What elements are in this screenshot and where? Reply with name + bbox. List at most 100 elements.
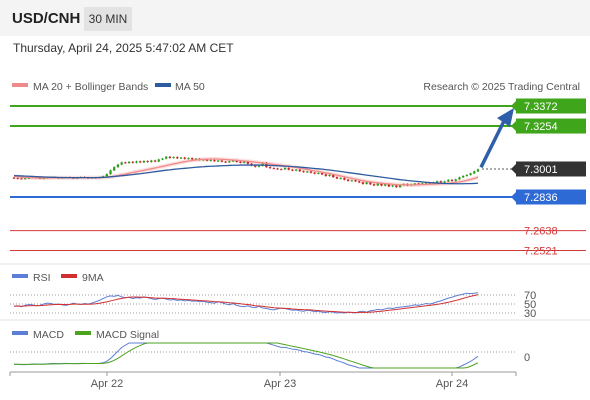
candle-body <box>287 167 290 170</box>
rsi-tick-70: 70 <box>524 290 536 302</box>
rsi-ma-line <box>13 294 479 314</box>
level-label-7.2836: 7.2836 <box>524 192 558 204</box>
candle-body <box>150 160 153 163</box>
level-label-7.3372: 7.3372 <box>524 101 558 113</box>
candle-body <box>42 178 45 180</box>
x-tick-label: Apr 22 <box>91 378 123 390</box>
legend-rsi-label: RSI <box>33 272 51 284</box>
candle-body <box>294 169 298 171</box>
candle-body <box>139 161 142 163</box>
candle-body <box>369 182 372 185</box>
candle-body <box>124 162 127 164</box>
candle-body <box>413 183 417 185</box>
candle-body <box>454 179 457 181</box>
candle-body <box>280 169 283 171</box>
level-tag-pointer <box>511 163 516 174</box>
candle-body <box>202 159 205 161</box>
candle-body <box>384 184 387 186</box>
candle-body <box>105 174 108 177</box>
level-label-7.3001: 7.3001 <box>524 164 558 176</box>
candle-body <box>23 178 27 180</box>
price-levels: 7.3372 7.3254 7.3001 7.2836 7.2638 7.2521 <box>10 98 586 257</box>
candle-body <box>127 161 131 164</box>
candle-body <box>358 181 361 183</box>
candle-body <box>380 183 383 186</box>
x-axis: Apr 22 Apr 23 Apr 24 <box>9 372 517 390</box>
candle-body <box>320 173 324 175</box>
candle-body <box>421 183 424 185</box>
candle-body <box>20 178 23 180</box>
candle-body <box>161 158 164 160</box>
candle-body <box>213 160 216 162</box>
candle-body <box>324 174 327 176</box>
candle-body <box>476 169 480 172</box>
macd-signal-line <box>13 342 479 369</box>
candle-body <box>131 161 134 163</box>
candle-body <box>179 157 183 159</box>
candle-body <box>332 174 335 178</box>
candle-body <box>473 171 476 174</box>
rsi-tick-30: 30 <box>524 308 536 320</box>
timeframe-button[interactable]: 30 MIN <box>84 7 132 31</box>
candle-body <box>398 185 402 188</box>
candle-body <box>302 171 305 173</box>
candle-body <box>191 158 194 160</box>
candle-body <box>465 174 469 176</box>
candle-body <box>268 167 272 169</box>
candle-body <box>372 184 376 186</box>
x-tick-label: Apr 23 <box>264 378 296 390</box>
candle-body <box>328 174 331 176</box>
bollinger-band-area <box>14 156 478 187</box>
candle-body <box>172 157 175 159</box>
forecast-arrow-shaft <box>479 120 506 169</box>
candle-body <box>469 173 472 175</box>
candle-body <box>443 181 446 183</box>
candle-body <box>254 165 257 167</box>
candle-body <box>153 160 157 162</box>
candle-body <box>246 161 250 164</box>
candle-body <box>146 161 149 163</box>
candle-body <box>298 169 301 172</box>
bollinger-bands <box>14 156 478 187</box>
candle-body <box>365 182 368 184</box>
candle-body <box>417 183 420 185</box>
candle-body <box>116 164 120 168</box>
candle-body <box>228 161 231 163</box>
level-label-7.2638: 7.2638 <box>524 226 558 238</box>
candle-body <box>462 175 465 178</box>
macd-panel: 0 <box>10 342 530 369</box>
candle-body <box>257 165 261 167</box>
level-tag-7.3254 <box>516 118 586 134</box>
legend-bb-label: MA 20 + Bollinger Bands <box>33 81 148 93</box>
candle-body <box>165 156 168 159</box>
candle-body <box>27 177 30 179</box>
candle-body <box>157 159 160 162</box>
candle-body <box>113 167 116 171</box>
candle-body <box>354 180 357 182</box>
legend-ma50-label: MA 50 <box>175 81 205 93</box>
candle-body <box>217 160 220 162</box>
legend-macd-label: MACD <box>33 329 64 341</box>
candle-body <box>291 169 294 171</box>
candle-body <box>276 168 279 170</box>
candle-body <box>209 160 212 162</box>
macd-zero-label: 0 <box>524 352 530 364</box>
candle-body <box>395 185 398 188</box>
legend-rsi-swatch <box>12 274 28 278</box>
candle-body <box>194 158 198 160</box>
candle-body <box>205 159 209 161</box>
candle-body <box>239 161 242 163</box>
candle-body <box>450 179 454 181</box>
candle-body <box>242 161 246 163</box>
candle-body <box>424 182 428 184</box>
forecast-arrow-head <box>497 108 514 127</box>
legend-rsi-ma-label: 9MA <box>82 272 104 284</box>
level-tag-pointer <box>511 192 516 202</box>
candle-body <box>224 161 227 163</box>
candle-body <box>313 172 316 174</box>
currency-pair-title: USD/CNH <box>12 10 81 27</box>
candle-body <box>235 160 238 162</box>
forecast-arrow <box>479 108 514 169</box>
level-tag-7.3001 <box>516 161 586 177</box>
header-bar: USD/CNH 30 MIN <box>0 0 590 36</box>
